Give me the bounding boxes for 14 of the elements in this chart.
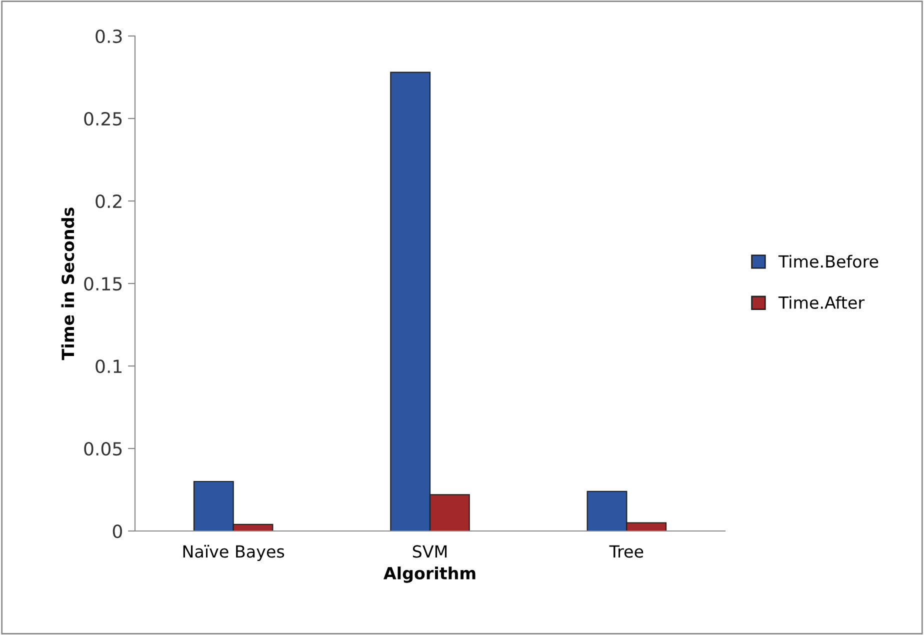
legend-label: Time.After <box>778 296 865 309</box>
y-tick-label: 0.2 <box>96 194 122 208</box>
y-tick-label: 0.3 <box>96 29 122 44</box>
y-tick-label: 0.15 <box>84 276 122 291</box>
y-tick-label: 0.05 <box>84 442 122 456</box>
x-axis-title: Algorithm <box>384 566 476 583</box>
y-tick-label: 0.25 <box>84 112 122 126</box>
y-tick-label: 0 <box>112 524 122 538</box>
x-tick-label: Tree <box>609 545 644 558</box>
x-tick-label: Naïve Bayes <box>183 544 284 562</box>
y-tick-label: 0.1 <box>96 359 122 374</box>
y-axis-title: Time in Seconds <box>61 208 74 360</box>
legend-label: Time.Before <box>778 254 878 268</box>
x-tick-label: SVM <box>412 545 447 558</box>
